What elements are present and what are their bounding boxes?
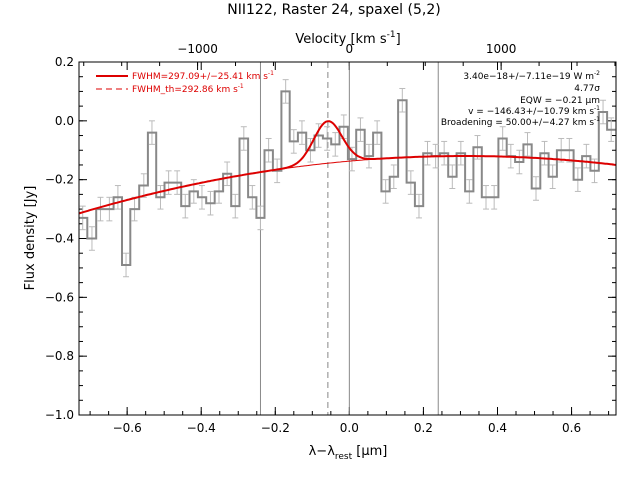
continuum-line [78,155,617,214]
y-axis-label: Flux density [Jy] [23,186,38,291]
legend-label-fwhm-th: FWHM_th=292.86 km s-1 [132,83,244,95]
y-tick-label: −1.0 [45,408,74,422]
x-tick-label: −0.4 [187,421,216,435]
y-tick-label: −0.6 [45,290,74,304]
top-tick-label: −1000 [177,42,218,56]
y-tick-label: −0.2 [45,173,74,187]
reference-lines [259,62,439,415]
x-tick-label: 0.0 [340,421,359,435]
spectrum-line [79,90,616,266]
plot-frame [78,61,617,416]
y-tick-label: 0.0 [55,114,74,128]
x-axis-ticks: −0.6 −0.4 −0.2 0.0 0.2 0.4 0.6 [89,62,610,435]
top-tick-label: 0 [346,42,354,56]
x-tick-label: 0.6 [562,421,581,435]
x-axis-label: λ−λrest [μm] [309,444,388,462]
legend: FWHM=297.09+/−25.41 km s-1 FWHM_th=292.8… [96,70,274,95]
annotation-sigma: 4.77σ [574,84,600,94]
y-tick-label: −0.4 [45,232,74,246]
annotation-velocity: v = −146.43+/−10.79 km s-1 [468,105,600,117]
x-tick-label: 0.2 [414,421,433,435]
chart-title: NII122, Raster 24, spaxel (5,2) [227,2,440,18]
annotation-flux: 3.40e−18+/−7.11e−19 W m-2 [463,70,600,82]
y-tick-label: −0.8 [45,349,74,363]
annotation-broadening: Broadening = 50.00+/−4.27 km s-1 [441,116,600,128]
y-tick-label: 0.2 [55,55,74,69]
top-tick-label: 1000 [486,42,517,56]
annotation-eqw: EQW = −0.21 μm [520,96,600,106]
fit-annotations: 3.40e−18+/−7.11e−19 W m-2 4.77σ EQW = −0… [441,70,600,128]
x-tick-label: −0.6 [113,421,142,435]
legend-label-fwhm: FWHM=297.09+/−25.41 km s-1 [132,70,274,82]
x-tick-label: −0.2 [261,421,290,435]
top-axis-label: Velocity [km s-1] [295,30,400,47]
y-axis-ticks: −1.0 −0.8 −0.6 −0.4 −0.2 0.0 0.2 [45,55,616,422]
x-tick-label: 0.4 [488,421,507,435]
